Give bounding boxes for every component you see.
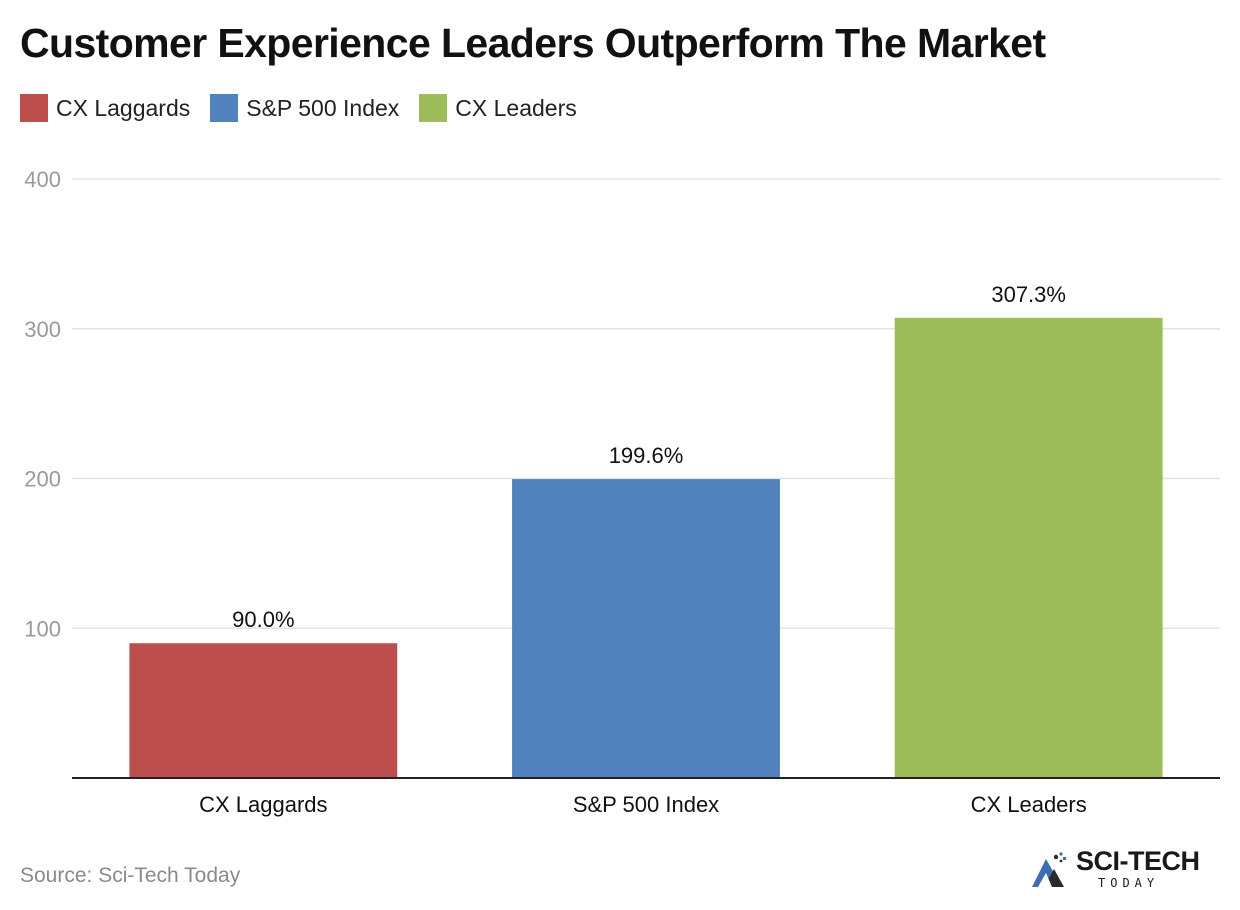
y-tick-label-200: 200 <box>24 467 61 492</box>
legend-swatch-cx-leaders <box>419 94 448 122</box>
legend-label-sp500: S&P 500 Index <box>246 94 400 121</box>
legend-item-cx-laggards: CX Laggards <box>20 94 190 122</box>
x-tick-label-0: CX Laggards <box>199 792 327 817</box>
source-note: Source: Sci-Tech Today <box>20 864 241 887</box>
bar-2 <box>894 317 1163 778</box>
y-tick-label-400: 400 <box>24 167 61 192</box>
legend-swatch-cx-laggards <box>20 94 48 122</box>
y-tick-label-100: 100 <box>24 616 61 641</box>
data-label-0: 90.0% <box>232 607 294 632</box>
logo-sub-text: TODAY <box>1098 876 1160 890</box>
bar-1 <box>512 479 780 778</box>
legend-label-cx-laggards: CX Laggards <box>56 94 191 121</box>
data-label-1: 199.6% <box>609 443 684 468</box>
legend-label-cx-leaders: CX Leaders <box>455 94 577 121</box>
x-tick-label-2: CX Leaders <box>971 792 1087 817</box>
y-tick-label-300: 300 <box>24 317 61 342</box>
legend: CX Laggards S&P 500 Index CX Leaders <box>20 94 577 122</box>
data-label-2: 307.3% <box>991 282 1066 307</box>
legend-item-cx-leaders: CX Leaders <box>419 94 577 122</box>
mountain-logo-icon <box>1032 851 1066 887</box>
legend-item-sp500: S&P 500 Index <box>210 94 399 122</box>
logo-main-text: SCI-TECH <box>1076 846 1200 876</box>
bar-0 <box>129 643 398 778</box>
x-tick-label-1: S&P 500 Index <box>573 792 719 817</box>
brand-logo: SCI-TECH TODAY <box>1030 848 1200 889</box>
legend-swatch-sp500 <box>210 94 239 122</box>
chart-title: Customer Experience Leaders Outperform T… <box>20 20 1046 66</box>
